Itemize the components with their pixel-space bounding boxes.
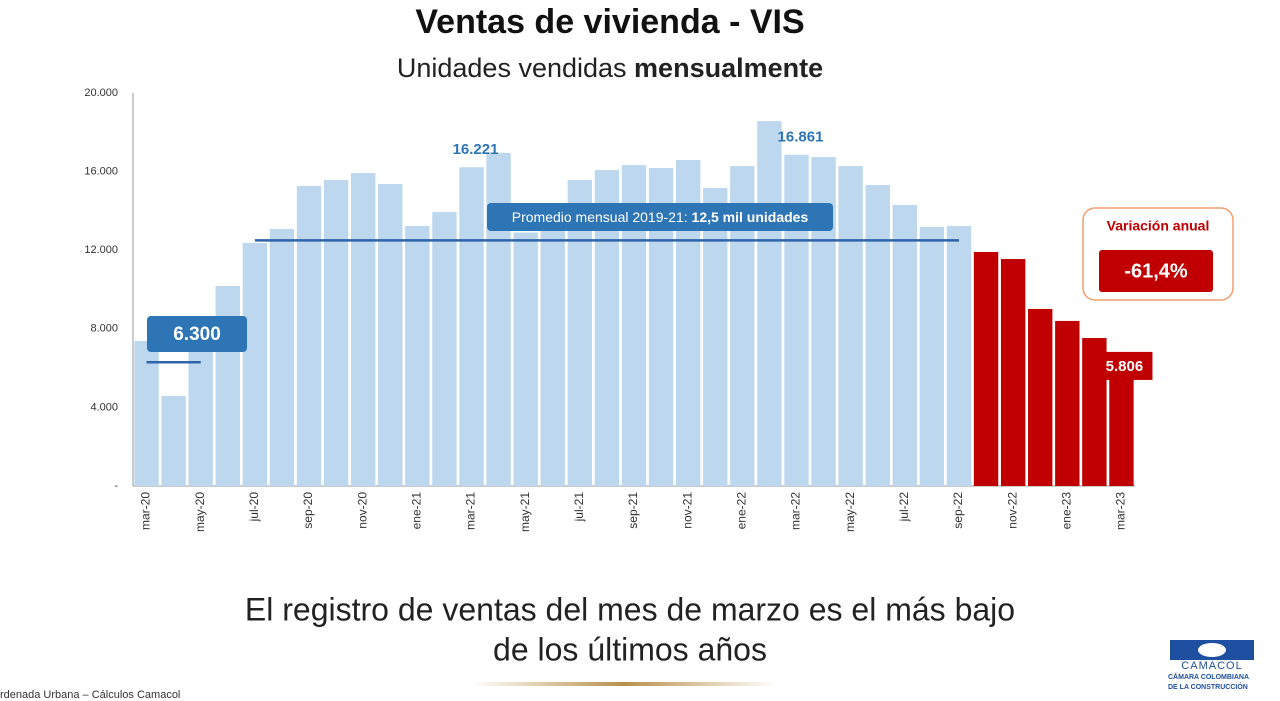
x-tick-label: sep-21	[626, 492, 640, 529]
x-tick-label: mar-22	[789, 492, 803, 530]
y-tick-label: 12.000	[84, 244, 118, 256]
bar	[378, 183, 403, 487]
bar	[161, 396, 186, 486]
reference-label-part: 6.300	[173, 324, 221, 345]
source: rdenada Urbana – Cálculos Camacol	[0, 689, 180, 701]
x-tick-label: jul-22	[897, 492, 911, 523]
change-value: -61,4%	[1124, 260, 1188, 282]
x-tick-label: sep-22	[951, 492, 965, 529]
y-tick-label: 4.000	[90, 401, 118, 413]
logo-text: CÁMARA COLOMBIANA	[1168, 672, 1249, 681]
y-tick-label: 16.000	[84, 166, 118, 178]
subtitle-part: Unidades vendidas	[397, 53, 634, 83]
bar	[242, 242, 268, 486]
bar	[973, 251, 999, 486]
bar	[323, 180, 349, 486]
chart-title: Ventas de vivienda - VIS	[415, 3, 804, 41]
bar	[757, 121, 782, 487]
change-title: Variación anual	[1107, 218, 1210, 234]
bar	[892, 205, 917, 486]
reference-label: Promedio mensual 2019-21: 12,5 mil unida…	[512, 209, 809, 225]
bar	[1055, 320, 1080, 486]
bar	[459, 167, 484, 486]
logo-text: DE LA CONSTRUCCIÓN	[1168, 682, 1248, 691]
bar	[1109, 371, 1134, 486]
footer-text: El registro de ventas del mes de marzo e…	[245, 591, 1015, 627]
subtitle-part: mensualmente	[634, 53, 823, 83]
reference-label-box	[147, 316, 247, 352]
x-tick-label: sep-20	[301, 492, 315, 529]
bar	[486, 152, 511, 486]
x-tick-label: jul-20	[247, 492, 261, 523]
x-tick-label: may-21	[518, 492, 532, 532]
x-tick-label: may-20	[193, 492, 207, 532]
change-value-box	[1099, 250, 1213, 292]
reference-label-box	[487, 203, 833, 231]
y-tick-label: 8.000	[90, 323, 118, 335]
bar	[703, 187, 728, 487]
bar	[405, 226, 430, 486]
bar	[838, 166, 863, 486]
bar	[946, 226, 972, 486]
bar	[865, 184, 890, 486]
x-tick-label: ene-23	[1059, 492, 1073, 530]
x-tick-label: nov-22	[1005, 492, 1019, 529]
footer-text: de los últimos años	[493, 631, 767, 667]
bar	[540, 228, 565, 486]
bar	[296, 185, 322, 486]
logo-name: CAMACOL	[1181, 660, 1242, 672]
plot: - 4.000 8.000 12.000 16.000 20.000 mar-20 may-2…	[84, 87, 1153, 532]
x-tick-label: mar-23	[1114, 492, 1128, 530]
reference-label-part: 12,5 mil unidades	[692, 209, 809, 225]
y-tick-label: 20.000	[84, 87, 118, 99]
x-tick-label: nov-20	[355, 492, 369, 529]
bar	[134, 340, 159, 486]
bar	[432, 212, 457, 487]
x-tick-label: mar-20	[139, 492, 153, 530]
x-tick-label: mar-21	[464, 492, 478, 530]
value-label-box	[1096, 351, 1153, 380]
bar	[1000, 259, 1026, 486]
x-tick-label: ene-22	[734, 492, 748, 530]
bar	[919, 227, 945, 486]
bar	[269, 228, 295, 486]
y-tick-label: -	[114, 480, 118, 492]
bar	[215, 285, 240, 486]
chart-subtitle: Unidades vendidas mensualmente	[397, 53, 823, 83]
x-tick-label: nov-21	[680, 492, 694, 529]
bar	[351, 172, 376, 486]
value-label: 16.221	[453, 141, 499, 158]
logo-mark	[1198, 643, 1226, 657]
bar	[567, 180, 593, 486]
value-label: 5.806	[1106, 358, 1144, 375]
x-tick-label: may-22	[843, 492, 857, 532]
reference-label-part: Promedio mensual 2019-21:	[512, 209, 692, 225]
reference-label: 6.300	[173, 324, 221, 345]
x-tick-label: jul-21	[572, 492, 586, 523]
footer-rule	[472, 682, 776, 686]
bar	[188, 348, 213, 486]
bar	[1028, 308, 1053, 486]
bar	[513, 232, 538, 486]
x-tick-label: ene-21	[410, 492, 424, 530]
value-label: 16.861	[778, 129, 824, 146]
